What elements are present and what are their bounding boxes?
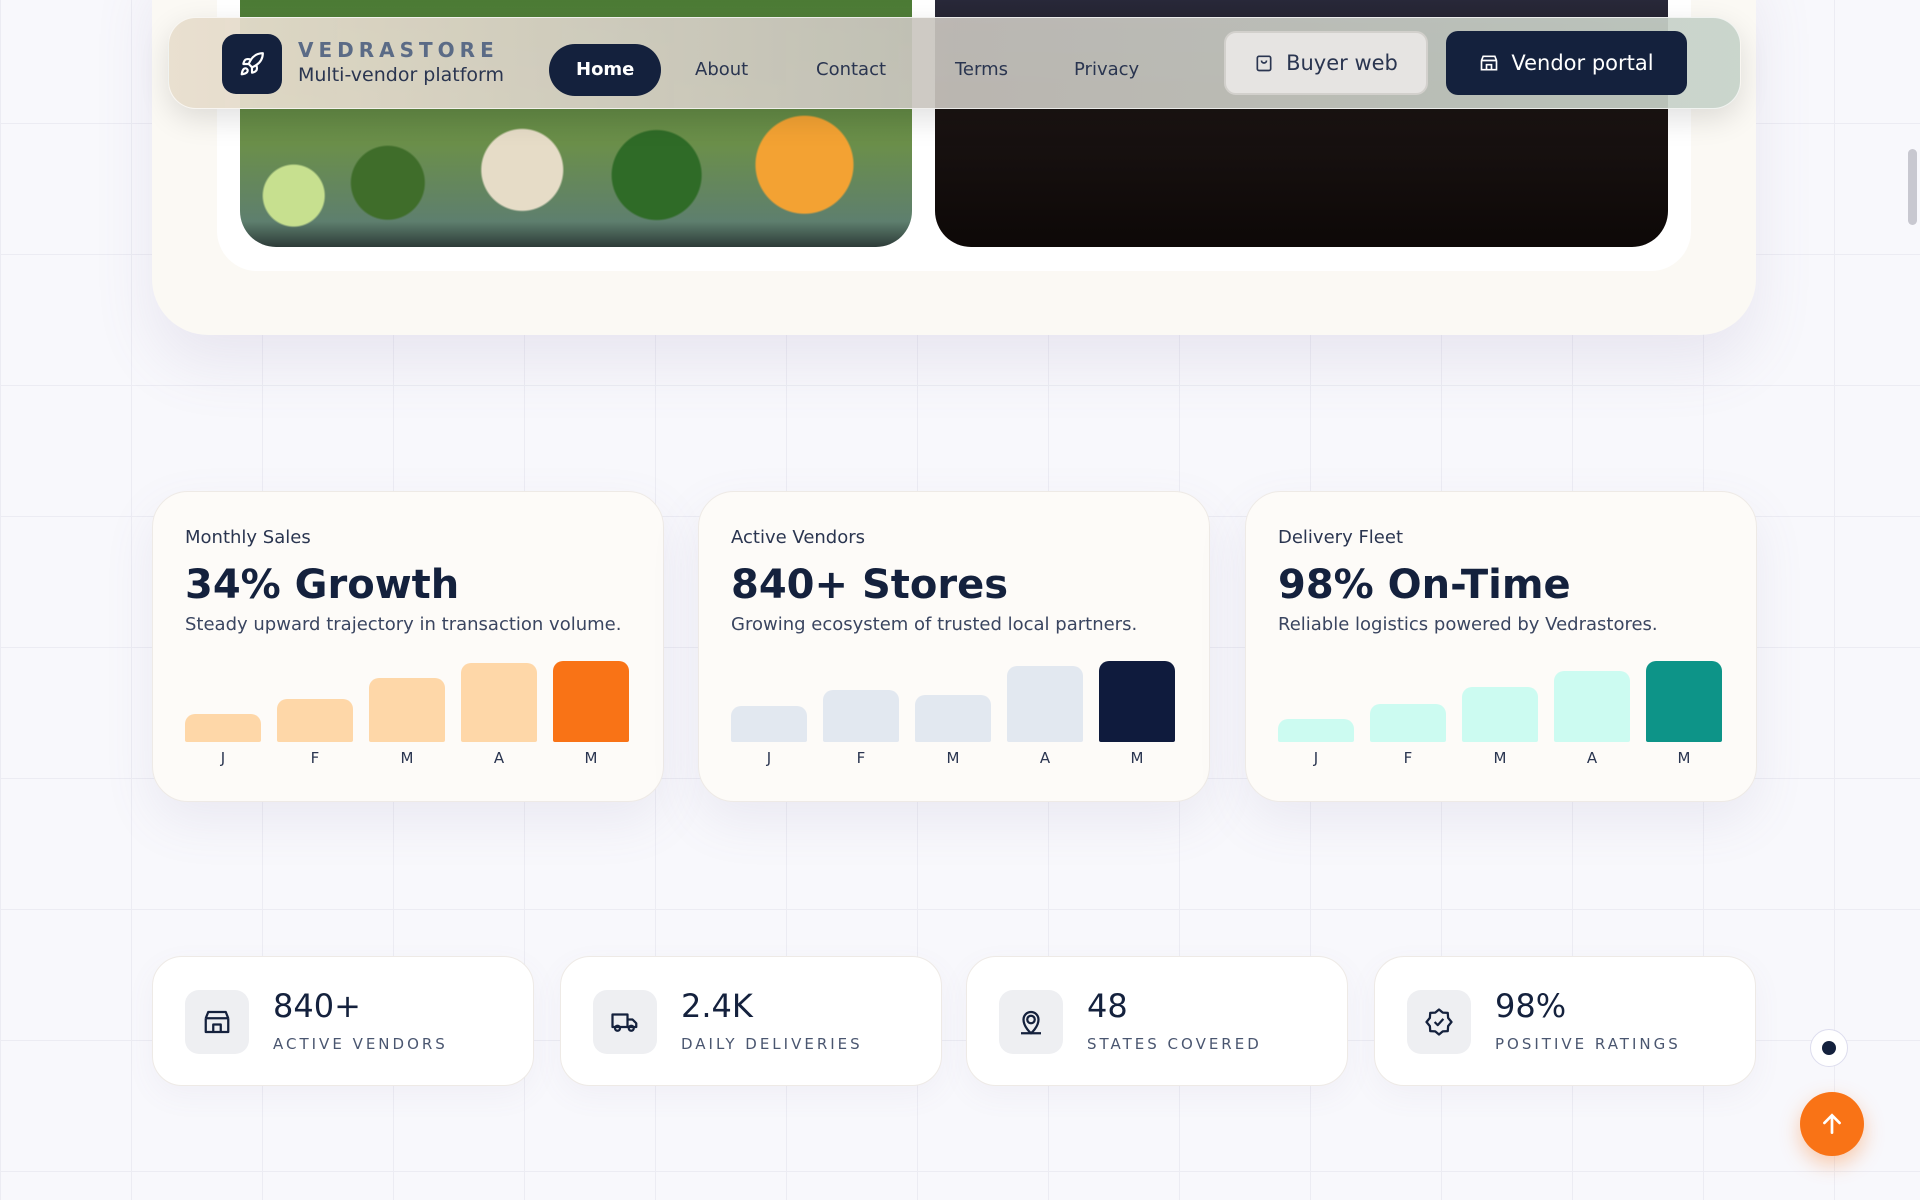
bar [1099, 661, 1175, 742]
card-headline: 840+ Stores [731, 562, 1009, 608]
stat-icon [185, 990, 249, 1054]
x-tick-label: M [1677, 749, 1691, 767]
stat-icon [999, 990, 1063, 1054]
nav-link[interactable]: About [695, 59, 749, 80]
card-description: Steady upward trajectory in transaction … [185, 614, 622, 635]
x-tick-label: M [946, 749, 960, 767]
bar [1554, 670, 1630, 742]
card-label: Active Vendors [731, 527, 866, 548]
bar [1462, 686, 1538, 742]
tagline: Multi-vendor platform [298, 64, 505, 86]
x-tick-label: A [1586, 749, 1598, 767]
bar [1646, 661, 1722, 742]
bar [553, 661, 629, 742]
stat-value: 2.4K [681, 987, 753, 1025]
x-tick-label: M [584, 749, 598, 767]
stat-value: 48 [1087, 987, 1128, 1025]
x-tick-label: M [400, 749, 414, 767]
bar [461, 662, 537, 742]
indicator[interactable] [1810, 1029, 1848, 1067]
bar [1278, 718, 1354, 742]
nav-link[interactable]: Home [549, 44, 662, 96]
logo[interactable] [222, 34, 282, 94]
x-tick-label: J [220, 749, 226, 767]
stat-value: 98% [1495, 987, 1567, 1025]
x-tick-label: A [493, 749, 505, 767]
stat-card: 98% POSITIVE RATINGS [1374, 956, 1756, 1086]
card-description: Reliable logistics powered by Vedrastore… [1278, 614, 1658, 635]
bar [731, 706, 807, 742]
brand: VEDRASTORE [298, 38, 499, 62]
card-label: Delivery Fleet [1278, 527, 1403, 548]
button-label: Vendor portal [1511, 51, 1654, 75]
stat-icon [1407, 990, 1471, 1054]
bar [915, 695, 991, 742]
x-tick-label: J [1313, 749, 1319, 767]
x-tick-label: F [1403, 749, 1413, 767]
nav-link[interactable]: Privacy [1074, 59, 1140, 80]
stat-label: ACTIVE VENDORS [273, 1035, 448, 1053]
x-tick-label: J [766, 749, 772, 767]
bar [277, 699, 353, 742]
bar [369, 678, 445, 742]
buyer-button[interactable]: Buyer web [1224, 31, 1428, 95]
button-label: Buyer web [1286, 51, 1398, 75]
vendor-button[interactable]: Vendor portal [1446, 31, 1687, 95]
x-tick-label: F [856, 749, 866, 767]
stat-value: 840+ [273, 987, 361, 1025]
bar [823, 690, 899, 742]
x-tick-label: A [1039, 749, 1051, 767]
card-description: Growing ecosystem of trusted local partn… [731, 614, 1138, 635]
stat-icon [593, 990, 657, 1054]
stat-card: 2.4K DAILY DELIVERIES [560, 956, 942, 1086]
chart-card: Delivery Fleet 98% On-Time Reliable logist… [1245, 491, 1757, 802]
bar [185, 713, 261, 742]
bar [1007, 665, 1083, 742]
stat-label: STATES COVERED [1087, 1035, 1262, 1053]
stat-label: DAILY DELIVERIES [681, 1035, 863, 1053]
scroll-top-button[interactable] [1800, 1092, 1864, 1156]
chart-card: Monthly Sales 34% Growth Steady upward tra… [152, 491, 664, 802]
card-label: Monthly Sales [185, 527, 311, 548]
bar [1370, 703, 1446, 742]
chart-card: Active Vendors 840+ Stores Growing ecosyst… [698, 491, 1210, 802]
stat-card: 48 STATES COVERED [966, 956, 1348, 1086]
nav-link[interactable]: Contact [816, 59, 887, 80]
stat-label: POSITIVE RATINGS [1495, 1035, 1681, 1053]
x-tick-label: F [310, 749, 320, 767]
x-tick-label: M [1493, 749, 1507, 767]
card-headline: 34% Growth [185, 562, 460, 608]
scrollbar-thumb[interactable] [1908, 149, 1917, 225]
x-tick-label: M [1130, 749, 1144, 767]
nav-link[interactable]: Terms [955, 59, 1009, 80]
stat-card: 840+ ACTIVE VENDORS [152, 956, 534, 1086]
card-headline: 98% On-Time [1278, 562, 1571, 608]
